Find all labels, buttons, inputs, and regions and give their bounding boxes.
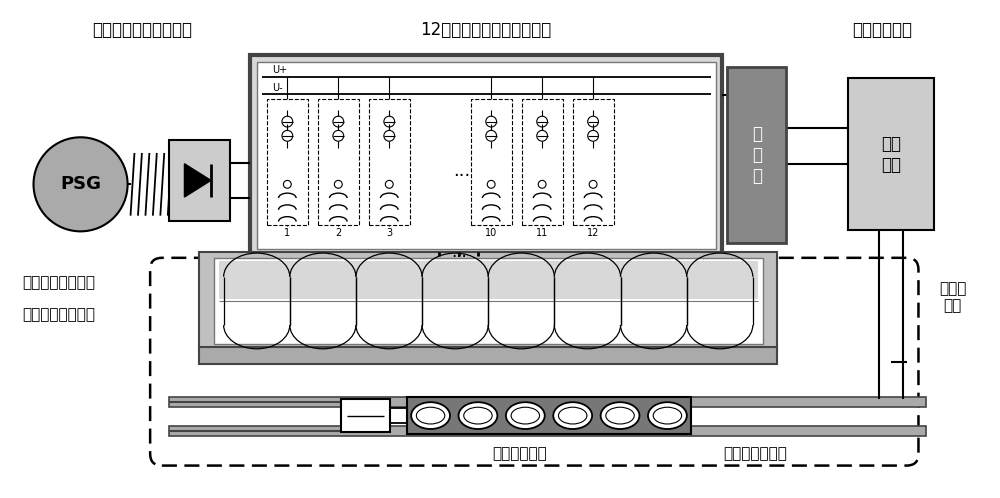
Circle shape <box>537 116 548 127</box>
Bar <box>199 252 777 350</box>
Text: 低气压
管道: 低气压 管道 <box>939 281 966 313</box>
Circle shape <box>486 130 497 141</box>
Text: 脉冲发电机组及整流柜: 脉冲发电机组及整流柜 <box>92 20 192 39</box>
Circle shape <box>333 130 344 141</box>
Circle shape <box>333 116 344 127</box>
Ellipse shape <box>553 402 592 429</box>
Text: 动子励磁电源: 动子励磁电源 <box>852 20 912 39</box>
Circle shape <box>282 130 293 141</box>
Text: 2: 2 <box>335 228 341 239</box>
Text: 直流
电源: 直流 电源 <box>881 135 901 174</box>
Circle shape <box>487 180 495 188</box>
Text: 11: 11 <box>536 228 548 239</box>
Text: 1: 1 <box>284 228 290 239</box>
Circle shape <box>538 180 546 188</box>
Bar <box>267 99 308 225</box>
Ellipse shape <box>459 402 497 429</box>
Text: 控
制
器: 控 制 器 <box>752 125 762 185</box>
Circle shape <box>283 180 291 188</box>
Circle shape <box>384 116 395 127</box>
Ellipse shape <box>601 402 639 429</box>
Text: U-: U- <box>272 83 282 93</box>
Bar <box>727 67 786 243</box>
Bar <box>471 99 512 225</box>
Bar <box>169 426 926 436</box>
Text: ···: ··· <box>451 248 467 266</box>
Bar <box>169 140 230 221</box>
Text: U+: U+ <box>272 65 287 75</box>
Bar <box>214 258 763 344</box>
Text: 动子励磁供电轨: 动子励磁供电轨 <box>723 446 787 461</box>
Bar <box>341 399 390 432</box>
Circle shape <box>486 116 497 127</box>
Bar <box>199 347 777 364</box>
Circle shape <box>588 130 598 141</box>
Text: 3: 3 <box>386 228 392 239</box>
Bar <box>257 62 716 249</box>
Bar <box>169 397 926 407</box>
Text: 双边直线电机定子: 双边直线电机定子 <box>22 275 95 290</box>
Circle shape <box>384 130 395 141</box>
Text: ···: ··· <box>453 166 470 184</box>
Bar <box>407 397 691 434</box>
Circle shape <box>334 180 342 188</box>
Bar <box>318 99 359 225</box>
Bar <box>219 261 758 299</box>
Circle shape <box>385 180 393 188</box>
Text: 光电位置检测装置: 光电位置检测装置 <box>22 307 95 322</box>
Ellipse shape <box>648 402 687 429</box>
Bar <box>522 99 563 225</box>
Text: PSG: PSG <box>60 175 101 193</box>
Text: 12: 12 <box>587 228 599 239</box>
Bar <box>369 99 410 225</box>
Bar <box>848 79 934 231</box>
Text: 12相变流器主电路及控制器: 12相变流器主电路及控制器 <box>420 20 551 39</box>
Text: 动子及模型车: 动子及模型车 <box>492 446 547 461</box>
Ellipse shape <box>411 402 450 429</box>
Ellipse shape <box>506 402 545 429</box>
Circle shape <box>282 116 293 127</box>
Bar <box>250 55 722 256</box>
Circle shape <box>34 137 128 232</box>
Circle shape <box>588 116 598 127</box>
Circle shape <box>537 130 548 141</box>
Bar <box>573 99 614 225</box>
Text: 10: 10 <box>485 228 497 239</box>
Circle shape <box>589 180 597 188</box>
Polygon shape <box>184 164 211 197</box>
